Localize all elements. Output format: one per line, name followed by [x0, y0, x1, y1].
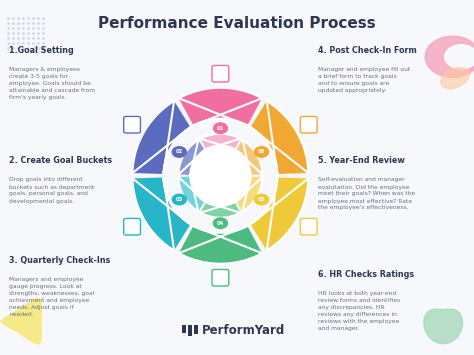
Polygon shape	[250, 101, 309, 174]
Text: 5. Year-End Review: 5. Year-End Review	[318, 156, 404, 165]
Polygon shape	[179, 88, 262, 126]
FancyBboxPatch shape	[124, 218, 140, 235]
Polygon shape	[236, 140, 263, 175]
Text: HR looks at both year-end
review forms and identifies
any discrepancies. HR
revi: HR looks at both year-end review forms a…	[318, 291, 400, 331]
FancyBboxPatch shape	[301, 116, 317, 133]
Circle shape	[213, 218, 228, 229]
Polygon shape	[179, 226, 262, 264]
Polygon shape	[191, 147, 249, 205]
Text: Manager and employee fill out
a brief form to track goals
and to ensure goals ar: Manager and employee fill out a brief fo…	[318, 67, 410, 93]
Polygon shape	[1, 299, 41, 344]
Bar	[182, 325, 186, 333]
FancyBboxPatch shape	[301, 218, 317, 235]
Text: Self-evaluation and manager
evalutation. Did the employee
meet their goals? When: Self-evaluation and manager evalutation.…	[318, 178, 415, 211]
Text: PerformYard: PerformYard	[202, 324, 285, 337]
Text: Managers and employee
gauge progress. Look at
strengths, weaknesses, goal
achiev: Managers and employee gauge progress. Lo…	[9, 277, 95, 317]
Polygon shape	[424, 309, 463, 344]
Polygon shape	[236, 177, 263, 212]
Text: 1.Goal Setting: 1.Goal Setting	[9, 46, 74, 55]
Polygon shape	[132, 101, 191, 174]
Polygon shape	[178, 177, 205, 212]
Text: Drop goals into different
buckets such as department
goals, personal goals, and
: Drop goals into different buckets such a…	[9, 178, 95, 203]
Polygon shape	[201, 202, 240, 218]
Circle shape	[255, 194, 269, 205]
Text: 01: 01	[217, 126, 224, 131]
Polygon shape	[178, 140, 205, 175]
Text: Performance Evaluation Process: Performance Evaluation Process	[98, 16, 376, 31]
Text: 2. Create Goal Buckets: 2. Create Goal Buckets	[9, 156, 113, 165]
Circle shape	[255, 147, 269, 157]
Polygon shape	[132, 178, 191, 251]
Text: 02: 02	[176, 149, 183, 154]
Bar	[194, 325, 198, 334]
Text: 3. Quarterly Check-Ins: 3. Quarterly Check-Ins	[9, 256, 111, 264]
FancyBboxPatch shape	[124, 116, 140, 133]
Polygon shape	[201, 134, 240, 149]
Text: 04: 04	[217, 221, 224, 226]
Polygon shape	[441, 67, 469, 89]
Circle shape	[213, 123, 228, 133]
Polygon shape	[425, 36, 474, 77]
Circle shape	[172, 147, 186, 157]
FancyBboxPatch shape	[212, 65, 229, 82]
Bar	[188, 325, 192, 336]
Circle shape	[172, 194, 186, 205]
Text: 05: 05	[258, 197, 265, 202]
Polygon shape	[250, 178, 309, 251]
FancyBboxPatch shape	[212, 269, 229, 286]
Text: 6. HR Checks Ratings: 6. HR Checks Ratings	[318, 270, 414, 279]
Text: 06: 06	[258, 149, 265, 154]
Text: 4. Post Check-In Form: 4. Post Check-In Form	[318, 46, 416, 55]
Text: 03: 03	[176, 197, 183, 202]
Text: Managers & employees
create 3-5 goals for
employee. Goals should be
attainable a: Managers & employees create 3-5 goals fo…	[9, 67, 96, 100]
